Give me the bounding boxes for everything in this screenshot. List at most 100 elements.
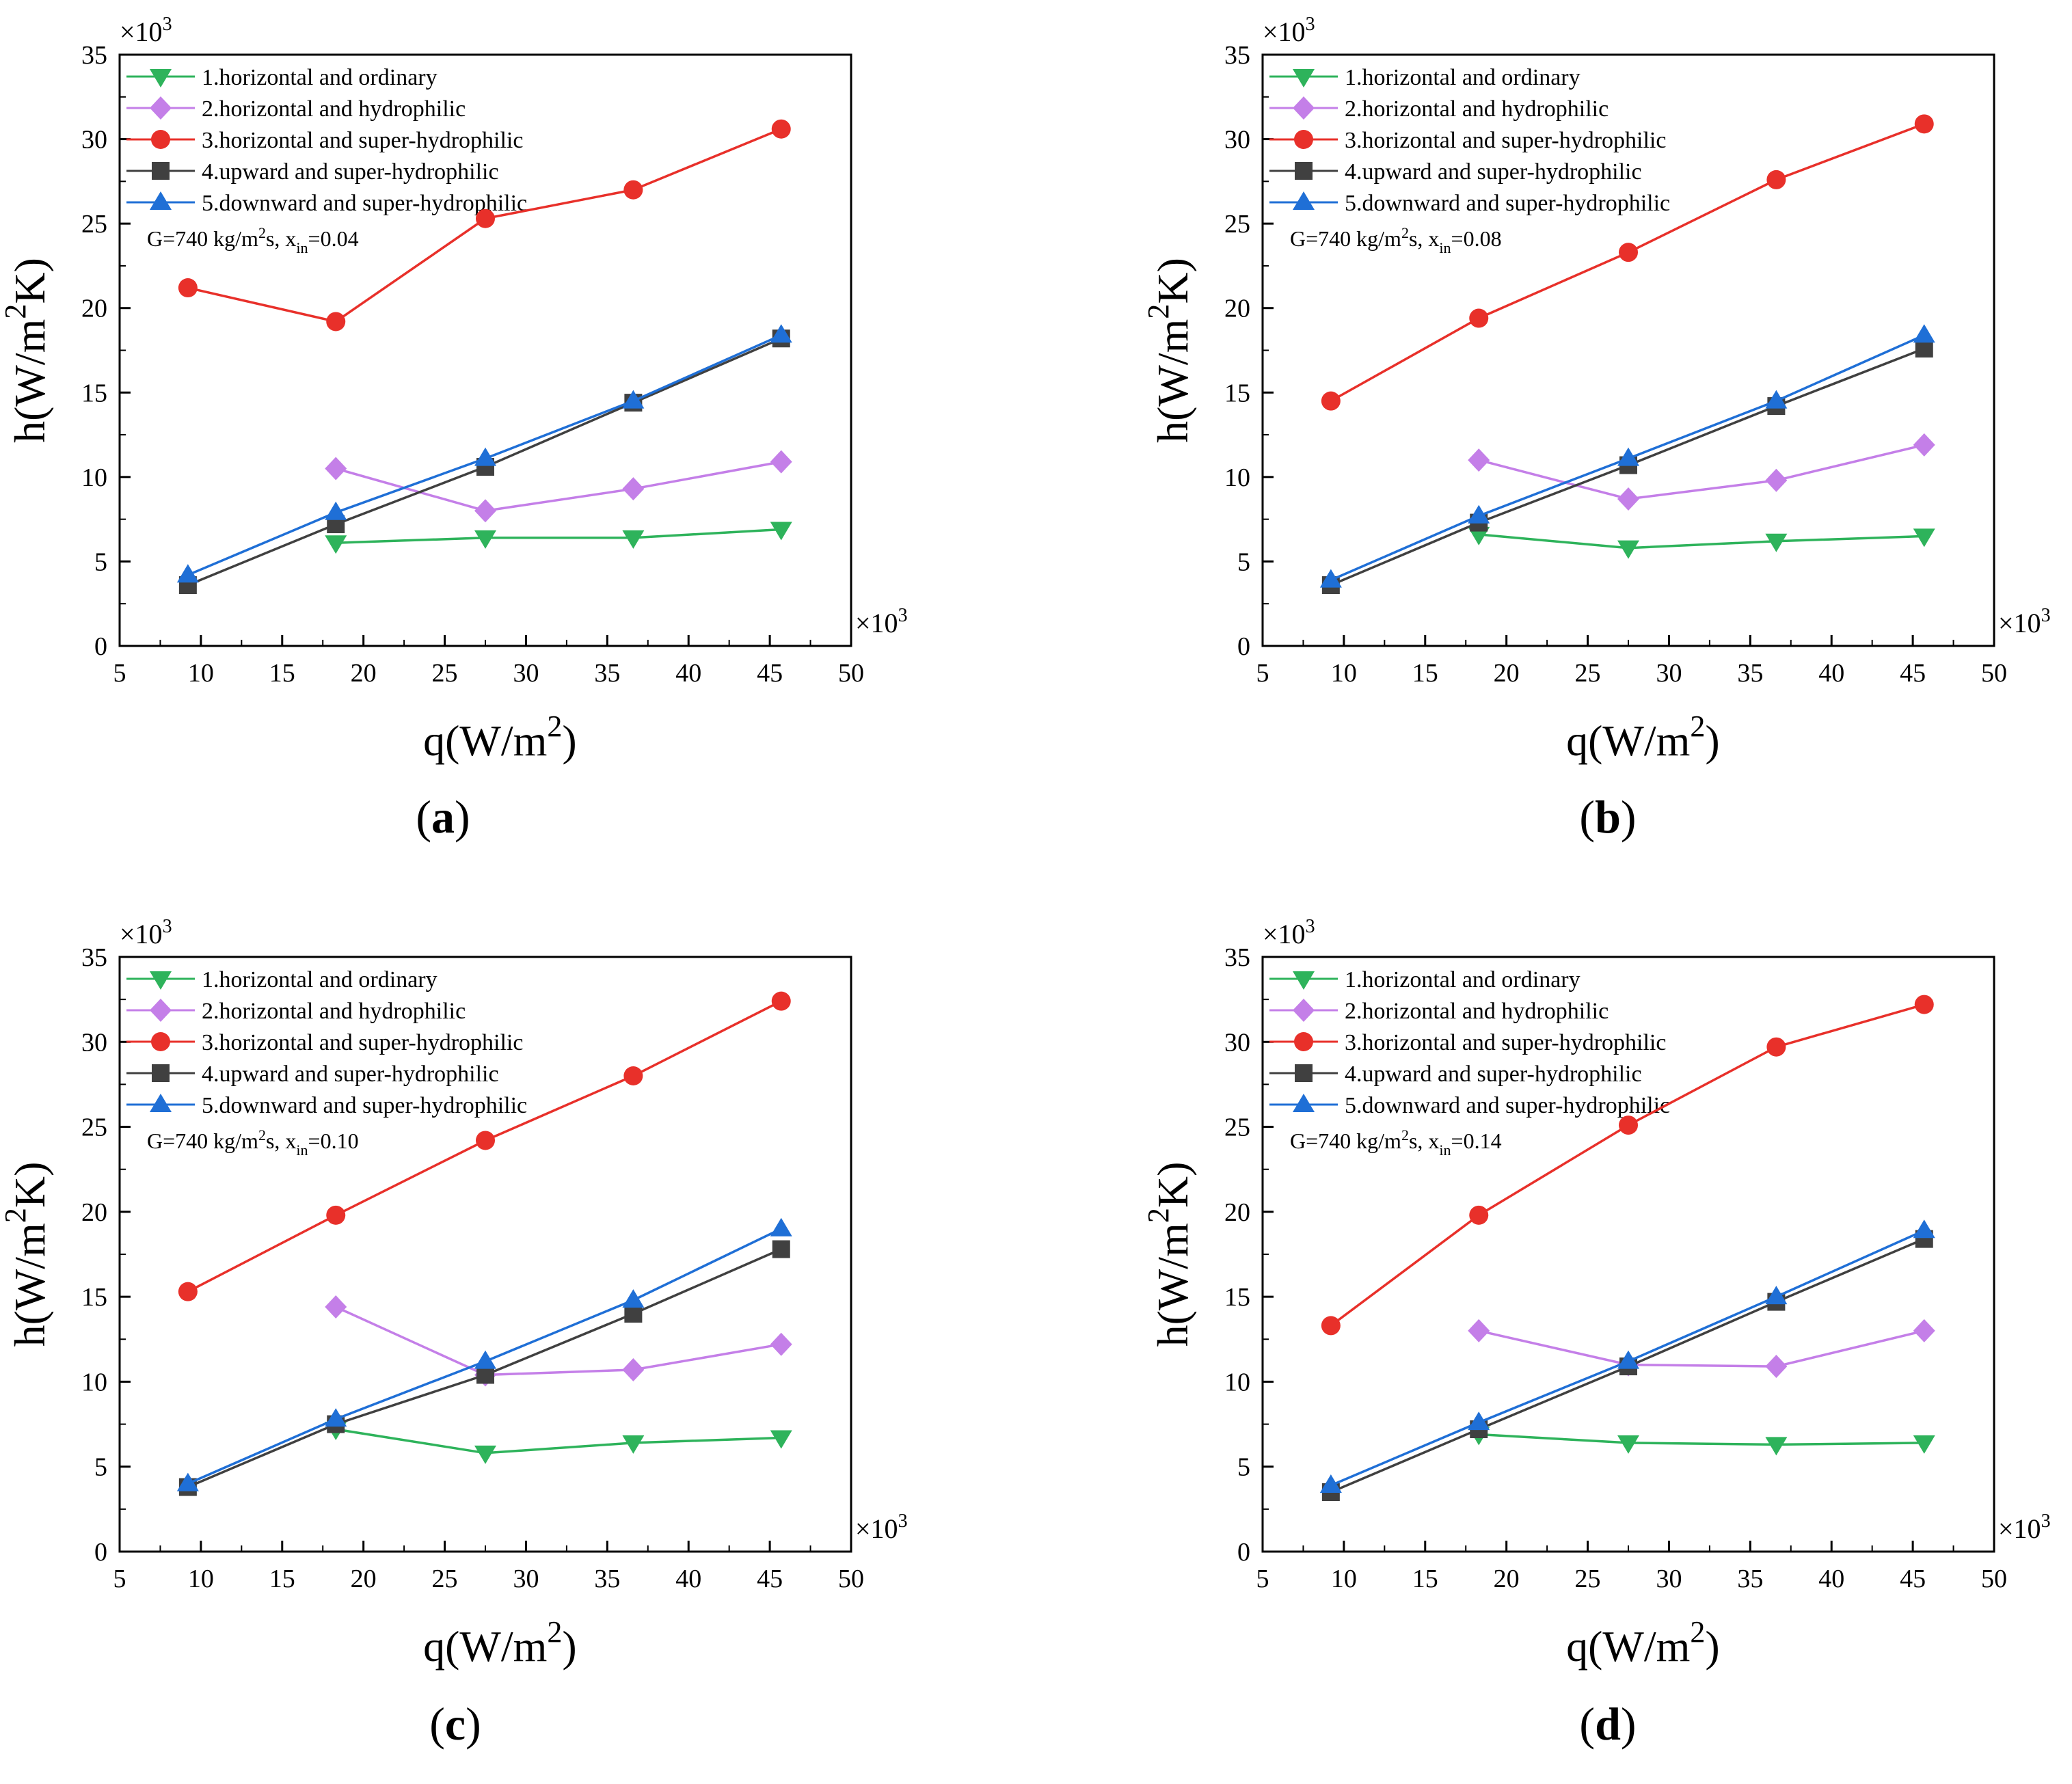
legend-marker-circle-icon: [1294, 130, 1313, 149]
data-point: [1617, 1435, 1639, 1454]
y-multiplier: ×103: [120, 916, 172, 949]
x-tick-label: 35: [1737, 659, 1763, 688]
series-line: [1478, 1329, 1925, 1368]
legend-label: 5.downward and super-hydrophilic: [202, 191, 527, 216]
condition-annotation: G=740 kg/m2s, xin=0.10: [147, 1126, 359, 1159]
legend: 1.horizontal and ordinary 2.horizontal an…: [126, 65, 527, 216]
y-tick-label: 0: [94, 632, 107, 661]
chart-panel-a: 5 10 15 20 25 30 35 40 45 5005101520253035×103×10…: [0, 14, 908, 843]
y-axis-label: h(W/m2K): [1142, 258, 1197, 443]
x-axis-label: q(W/m2): [1566, 709, 1720, 765]
data-point: [1617, 487, 1639, 511]
y-axis-label: h(W/m2K): [0, 1162, 54, 1347]
x-tick-label: 40: [675, 659, 701, 688]
x-tick-label: 50: [838, 659, 864, 688]
condition-annotation: G=740 kg/m2s, xin=0.14: [1290, 1126, 1502, 1159]
y-tick-label: 10: [1224, 1368, 1250, 1396]
data-point: [770, 522, 792, 541]
legend-label: 1.horizontal and ordinary: [202, 967, 438, 992]
x-axis-label: q(W/m2): [423, 709, 577, 765]
data-point: [622, 530, 645, 549]
y-tick-label: 35: [1224, 41, 1250, 70]
data-point: [176, 1472, 199, 1491]
x-tick-label: 5: [1256, 1565, 1269, 1593]
x-tick-label: 20: [1494, 1565, 1520, 1593]
data-point: [622, 1358, 645, 1382]
series-3: [178, 991, 791, 1301]
data-point: [1617, 540, 1639, 559]
y-tick-label: 10: [1224, 463, 1250, 492]
data-point: [623, 1066, 643, 1085]
y-multiplier: ×103: [1263, 916, 1315, 949]
x-tick-label: 20: [1494, 659, 1520, 688]
x-tick-label: 45: [757, 659, 783, 688]
data-point: [1913, 528, 1935, 548]
data-point: [474, 1445, 496, 1464]
data-point: [770, 1332, 792, 1356]
data-point: [178, 1282, 198, 1301]
series-line: [1479, 533, 1924, 550]
series-1: [1468, 1427, 1935, 1456]
x-tick-label: 15: [1412, 659, 1438, 688]
legend-label: 1.horizontal and ordinary: [1345, 65, 1580, 90]
series-1: [1468, 526, 1935, 559]
data-point: [770, 1430, 792, 1449]
y-tick-label: 25: [1224, 210, 1250, 239]
panel-label: (a): [416, 791, 470, 843]
x-tick-label: 25: [1575, 1565, 1601, 1593]
x-tick-label: 15: [269, 1565, 295, 1593]
legend-marker-triangle-up-icon: [1293, 1094, 1315, 1112]
data-point: [1617, 1350, 1639, 1369]
legend-label: 5.downward and super-hydrophilic: [1345, 1093, 1670, 1118]
legend-label: 1.horizontal and ordinary: [202, 65, 438, 90]
legend: 1.horizontal and ordinary 2.horizontal an…: [126, 967, 527, 1118]
legend-marker-triangle-down-icon: [1293, 971, 1315, 990]
x-tick-label: 10: [1331, 1565, 1357, 1593]
data-point: [1468, 1319, 1490, 1342]
data-point: [771, 991, 791, 1011]
x-tick-label: 10: [188, 659, 214, 688]
series-5: [176, 324, 792, 583]
data-point: [1469, 308, 1489, 328]
x-tick-label: 30: [1656, 1565, 1682, 1593]
y-axis-label: h(W/m2K): [0, 258, 54, 443]
data-point: [326, 312, 346, 332]
y-tick-label: 0: [94, 1538, 107, 1567]
data-point: [622, 1435, 645, 1454]
series-line: [1479, 1433, 1924, 1446]
data-point: [1913, 433, 1935, 457]
legend-label: 4.upward and super-hydrophilic: [1345, 1062, 1642, 1087]
legend-marker-square-icon: [1295, 162, 1313, 180]
y-tick-label: 35: [81, 943, 107, 972]
y-tick-label: 30: [1224, 126, 1250, 154]
legend-label: 4.upward and super-hydrophilic: [202, 159, 499, 185]
data-point: [1319, 569, 1342, 588]
legend-marker-square-icon: [152, 1064, 170, 1082]
y-tick-label: 20: [1224, 1198, 1250, 1227]
data-point: [770, 450, 792, 474]
y-tick-label: 25: [81, 1113, 107, 1142]
data-point: [1468, 526, 1490, 545]
data-point: [770, 324, 792, 343]
series-2: [1468, 433, 1935, 511]
x-tick-label: 40: [675, 1565, 701, 1593]
data-point: [474, 447, 496, 466]
x-tick-label: 20: [351, 659, 377, 688]
legend: 1.horizontal and ordinary 2.horizontal an…: [1269, 65, 1670, 216]
y-tick-label: 35: [1224, 943, 1250, 972]
y-axis-label: h(W/m2K): [1142, 1162, 1197, 1347]
data-point: [622, 477, 645, 501]
x-tick-label: 5: [113, 659, 126, 688]
data-point: [1765, 390, 1788, 409]
x-tick-label: 15: [1412, 1565, 1438, 1593]
data-point: [1765, 1355, 1788, 1379]
series-line: [335, 460, 782, 513]
y-tick-label: 15: [81, 379, 107, 407]
data-point: [772, 1240, 790, 1258]
legend-marker-diamond-icon: [1293, 999, 1315, 1022]
x-tick-label: 20: [351, 1565, 377, 1593]
series-3: [1321, 114, 1934, 411]
legend-marker-square-icon: [152, 162, 170, 180]
chart-panel-c: 5 10 15 20 25 30 35 40 45 5005101520253035×103×10…: [0, 916, 908, 1750]
data-point: [1914, 995, 1934, 1014]
